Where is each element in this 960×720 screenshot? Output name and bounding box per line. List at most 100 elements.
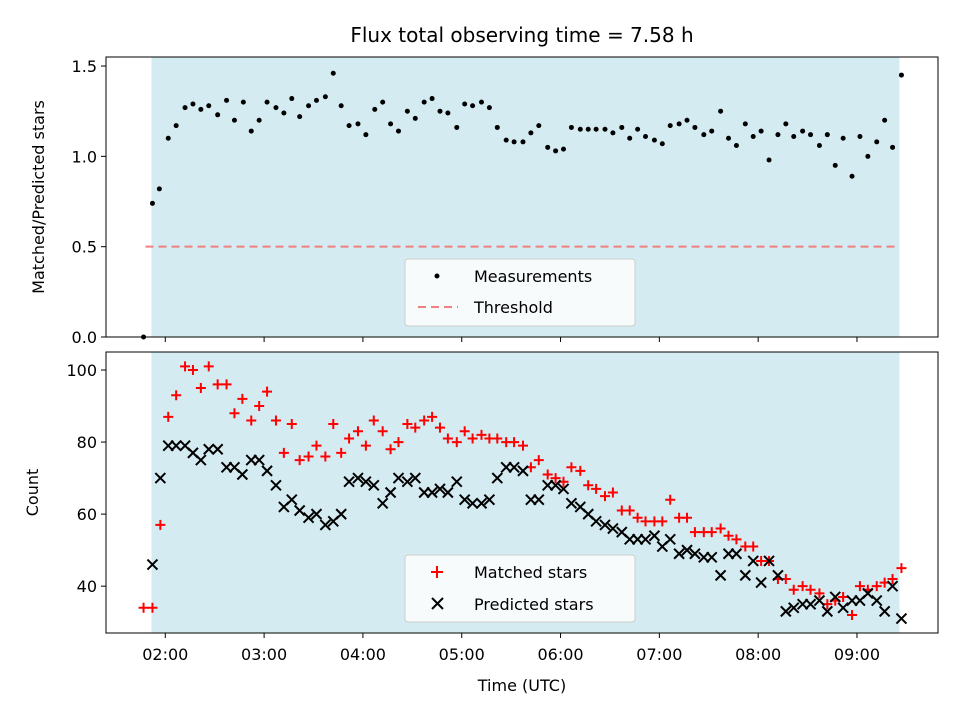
matched-star-point — [706, 527, 717, 538]
measurement-point — [248, 128, 254, 134]
matched-star-point — [229, 408, 240, 419]
measurement-point — [372, 106, 378, 112]
measurement-point — [388, 121, 394, 127]
matched-star-point — [797, 581, 808, 592]
measurement-point — [215, 112, 221, 118]
measurement-point — [190, 101, 196, 107]
matched-star-point — [591, 483, 602, 494]
measurement-point — [816, 143, 822, 149]
count-x-ticks: 02:00 03:00 04:00 05:00 06:00 07:00 08:00 09:00 — [142, 633, 880, 664]
count-x-tick-label: 07:00 — [636, 645, 682, 664]
predicted-star-point — [599, 519, 611, 531]
measurement-point — [627, 135, 633, 141]
matched-star-point — [442, 433, 453, 444]
count-legend-box — [404, 554, 636, 623]
predicted-star-point — [886, 580, 899, 592]
matched-star-point — [262, 386, 273, 397]
measurement-point — [775, 132, 781, 138]
predicted-star-point — [689, 548, 701, 560]
measurement-point — [173, 123, 179, 129]
measurement-point — [684, 117, 690, 123]
predicted-star-point — [293, 504, 306, 517]
matched-star-point — [270, 415, 281, 426]
legend-label-matched: Matched stars — [474, 563, 587, 582]
measurement-point — [437, 108, 443, 114]
predicted-star-point — [384, 486, 397, 499]
measurement-point — [421, 99, 427, 105]
predicted-star-point — [310, 508, 323, 520]
predicted-star-point — [813, 594, 826, 607]
measurement-point — [568, 124, 574, 130]
count-x-tick-label: 06:00 — [537, 645, 583, 664]
predicted-star-point — [607, 522, 619, 535]
measurement-point — [553, 148, 559, 154]
matched-star-point — [246, 415, 257, 426]
measurement-point — [865, 153, 871, 159]
predicted-star-point — [639, 533, 652, 546]
measurement-point — [898, 72, 904, 78]
matched-star-point — [682, 512, 693, 523]
matched-star-point — [138, 602, 149, 613]
predicted-star-point — [871, 594, 883, 607]
measurement-point — [857, 133, 863, 139]
measurement-point — [281, 110, 287, 116]
legend-marker-measurements — [434, 273, 440, 279]
matched-star-point — [467, 433, 478, 444]
predicted-star-point — [747, 555, 759, 567]
measurement-point — [619, 124, 625, 130]
measurement-point — [874, 139, 880, 145]
predicted-star-point — [739, 569, 752, 582]
predicted-star-point — [533, 493, 545, 506]
measurement-point — [462, 101, 468, 107]
matched-star-point — [187, 365, 198, 376]
measurement-point — [832, 162, 838, 168]
matched-star-point — [665, 494, 676, 505]
predicted-star-point — [466, 497, 479, 510]
measurement-point — [750, 133, 756, 139]
measurement-points — [141, 70, 904, 340]
predicted-star-point — [714, 569, 727, 582]
matched-star-point — [303, 451, 314, 462]
predicted-star-point — [286, 493, 298, 506]
matched-star-point — [533, 455, 544, 466]
predicted-star-point — [590, 515, 602, 528]
ratio-legend-box — [404, 258, 636, 327]
measurement-point — [380, 99, 386, 105]
predicted-star-point — [772, 569, 784, 582]
matched-star-point — [887, 573, 898, 584]
measurement-point — [718, 108, 724, 114]
predicted-star-point — [451, 475, 463, 488]
measurement-point — [676, 121, 682, 127]
measurement-point — [511, 139, 517, 145]
matched-star-point — [517, 440, 528, 451]
measurement-point — [297, 114, 303, 120]
measurement-point — [585, 126, 591, 132]
matched-star-point — [393, 437, 404, 448]
matched-star-point — [360, 440, 371, 451]
predicted-star-point — [253, 454, 265, 466]
matched-star-point — [492, 433, 503, 444]
matched-star-point — [575, 465, 586, 476]
measurement-point — [486, 105, 492, 111]
predicted-star-point — [821, 605, 834, 618]
predicted-star-point — [837, 602, 849, 614]
count-x-tick-label: 03:00 — [241, 645, 287, 664]
predicted-star-point — [360, 475, 372, 488]
measurement-point — [651, 137, 657, 143]
measurement-point — [470, 103, 476, 109]
predicted-star-point — [878, 605, 891, 618]
measurement-point — [338, 103, 344, 109]
predicted-star-point — [392, 472, 405, 484]
measurement-point — [561, 146, 567, 152]
legend-label-measurements: Measurements — [474, 267, 592, 286]
predicted-star-point — [706, 551, 718, 564]
measurement-point — [231, 117, 237, 123]
matched-star-point — [352, 426, 363, 437]
measurement-point — [742, 121, 748, 127]
matched-star-point — [320, 451, 331, 462]
measurement-point — [659, 141, 665, 147]
matched-star-point — [854, 581, 865, 592]
ratio-axes-frame — [105, 56, 939, 338]
matched-star-point — [723, 530, 734, 541]
